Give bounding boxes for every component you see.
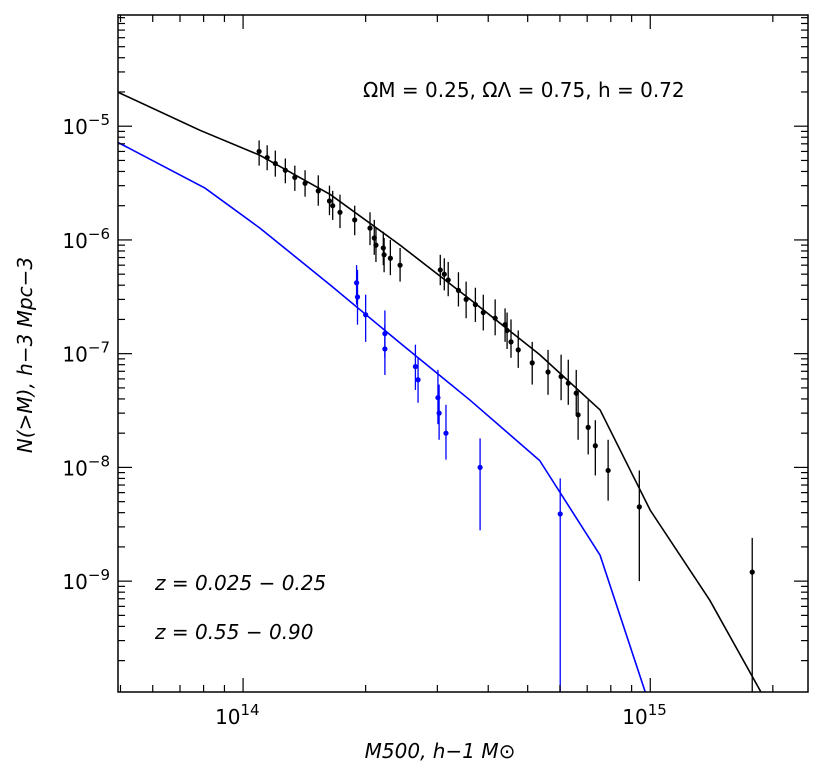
x-tick-label: 1014 bbox=[215, 701, 260, 729]
x-tick-label: 1015 bbox=[622, 701, 667, 729]
x-axis-label: M500, h−1 M⊙ bbox=[365, 739, 516, 763]
data-point bbox=[504, 327, 510, 334]
data-point bbox=[292, 174, 298, 180]
data-point bbox=[437, 267, 443, 273]
data-point bbox=[529, 360, 535, 366]
data-point bbox=[480, 309, 486, 316]
y-tick-label: 10−5 bbox=[62, 111, 110, 139]
data-point bbox=[545, 369, 551, 375]
data-point bbox=[585, 424, 591, 430]
data-point bbox=[508, 339, 514, 345]
y-tick-label: 10−8 bbox=[62, 452, 110, 480]
data-point bbox=[557, 511, 563, 517]
legend-entry: z = 0.025 − 0.25 bbox=[154, 571, 326, 595]
y-axis-label: N(>M), h−3 Mpc−3 bbox=[13, 257, 37, 453]
y-tick-label: 10−9 bbox=[62, 566, 110, 594]
model-curve bbox=[118, 141, 646, 692]
data-point bbox=[565, 380, 571, 386]
data-point bbox=[282, 167, 288, 173]
data-point bbox=[354, 294, 361, 300]
data-point bbox=[264, 154, 270, 161]
data-point bbox=[441, 271, 447, 277]
data-point bbox=[367, 225, 373, 231]
y-tick-label: 10−7 bbox=[62, 339, 110, 367]
data-point bbox=[315, 188, 321, 194]
data-point bbox=[353, 280, 360, 286]
data-point bbox=[387, 255, 393, 261]
y-tick-label: 10−6 bbox=[62, 225, 110, 253]
data-point bbox=[605, 467, 611, 474]
data-point bbox=[636, 504, 642, 510]
plot-area bbox=[118, 91, 762, 692]
data-point bbox=[380, 245, 386, 251]
data-point bbox=[382, 346, 388, 352]
data-point bbox=[330, 203, 336, 209]
data-point bbox=[749, 569, 755, 575]
annotation: ΩM = 0.25, ΩΛ = 0.75, h = 0.72 bbox=[363, 78, 685, 102]
legend-entry: z = 0.55 − 0.90 bbox=[154, 620, 314, 644]
data-point bbox=[472, 302, 478, 308]
data-point bbox=[575, 412, 581, 418]
data-point bbox=[502, 322, 508, 328]
data-point bbox=[455, 287, 462, 294]
data-point bbox=[363, 312, 369, 318]
data-point bbox=[352, 217, 358, 223]
data-point bbox=[477, 464, 483, 471]
data-point bbox=[272, 160, 278, 167]
data-point bbox=[397, 262, 403, 268]
data-point bbox=[436, 410, 442, 416]
data-point bbox=[445, 277, 451, 283]
data-point bbox=[463, 296, 469, 303]
data-point bbox=[558, 373, 564, 380]
data-point bbox=[492, 315, 498, 321]
data-point bbox=[326, 198, 333, 204]
data-point bbox=[515, 347, 521, 353]
data-point bbox=[381, 252, 387, 258]
data-point bbox=[415, 377, 421, 383]
data-point bbox=[592, 443, 598, 449]
data-point bbox=[443, 430, 449, 436]
model-curve bbox=[118, 91, 762, 692]
data-point bbox=[337, 209, 343, 215]
data-point bbox=[412, 363, 419, 370]
data-point bbox=[302, 180, 308, 186]
data-point bbox=[373, 242, 379, 248]
data-point bbox=[256, 148, 262, 155]
